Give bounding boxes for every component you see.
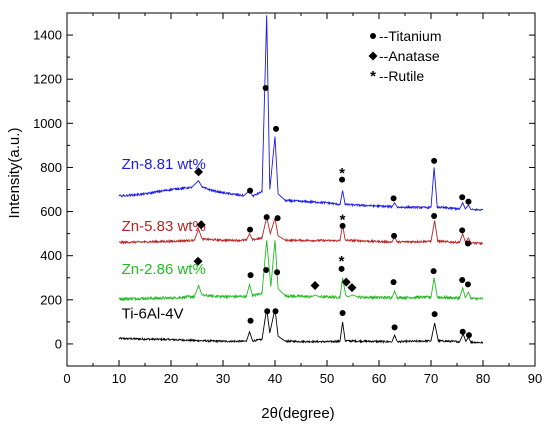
x-tick-label: 30 bbox=[216, 371, 230, 386]
legend-entry-label: --Titanium bbox=[379, 28, 442, 44]
legend-asterisk-icon: * bbox=[370, 68, 376, 85]
peak-marker-circle bbox=[459, 276, 466, 283]
y-tick-label: 600 bbox=[40, 204, 62, 219]
peak-marker-circle bbox=[431, 157, 438, 164]
peak-marker-circle bbox=[459, 227, 466, 234]
x-tick-label: 40 bbox=[268, 371, 282, 386]
peak-marker-circle bbox=[391, 324, 398, 331]
y-axis-label: Intensity(a.u.) bbox=[6, 128, 23, 219]
series-label-3: Zn-5.83 wt% bbox=[122, 218, 206, 235]
x-tick-label: 90 bbox=[528, 371, 542, 386]
x-tick-label: 10 bbox=[112, 371, 126, 386]
peak-marker-circle bbox=[465, 332, 472, 339]
peak-marker-diamond bbox=[341, 277, 351, 287]
y-tick-label: 0 bbox=[55, 336, 62, 351]
peak-marker-circle bbox=[247, 187, 254, 194]
peak-marker-circle bbox=[247, 272, 254, 279]
peak-marker-circle bbox=[339, 310, 346, 317]
x-tick-label: 20 bbox=[164, 371, 178, 386]
x-tick-label: 80 bbox=[476, 371, 490, 386]
series-line-1 bbox=[118, 308, 484, 345]
peak-marker-circle bbox=[431, 212, 438, 219]
peak-marker-circle bbox=[262, 85, 269, 92]
y-tick-label: 200 bbox=[40, 292, 62, 307]
legend-diamond-icon bbox=[368, 51, 378, 61]
peak-marker-layer: * * * bbox=[193, 85, 472, 339]
axes: 0 10 20 30 40 50 60 70 80 90 0 200 400 600 800 1000 1200… bbox=[33, 12, 542, 386]
peak-marker-circle bbox=[390, 195, 397, 202]
peak-marker-circle bbox=[274, 215, 281, 222]
peak-marker-circle bbox=[465, 198, 472, 205]
legend-circle-icon bbox=[370, 33, 376, 39]
peak-marker-circle bbox=[464, 240, 471, 247]
peak-marker-asterisk: * bbox=[340, 211, 346, 228]
series-label-1: Ti-6Al-4V bbox=[122, 306, 184, 323]
peak-marker-circle bbox=[459, 328, 466, 335]
x-tick-label: 70 bbox=[424, 371, 438, 386]
peak-marker-diamond bbox=[347, 283, 357, 293]
peak-marker-asterisk: * bbox=[339, 165, 345, 182]
legend-entry-label: --Rutile bbox=[379, 68, 424, 84]
peak-marker-circle bbox=[263, 267, 270, 274]
peak-marker-circle bbox=[430, 268, 437, 275]
peak-marker-diamond bbox=[196, 220, 206, 230]
y-tick-label: 1200 bbox=[33, 72, 62, 87]
peak-marker-diamond bbox=[310, 280, 320, 290]
peak-marker-circle bbox=[263, 214, 270, 221]
series-line-3 bbox=[118, 216, 484, 246]
x-tick-label: 50 bbox=[320, 371, 334, 386]
peak-marker-circle bbox=[390, 279, 397, 286]
peak-marker-diamond bbox=[193, 256, 203, 266]
peak-marker-circle bbox=[339, 176, 346, 183]
peak-marker-circle bbox=[391, 232, 398, 239]
peak-marker-circle bbox=[339, 222, 346, 229]
y-tick-label: 400 bbox=[40, 248, 62, 263]
x-tick-label: 0 bbox=[63, 371, 70, 386]
y-tick-label: 1400 bbox=[33, 28, 62, 43]
x-tick-label: 60 bbox=[372, 371, 386, 386]
series-line-2 bbox=[118, 240, 484, 302]
peak-marker-circle bbox=[247, 317, 254, 324]
peak-marker-circle bbox=[338, 265, 345, 272]
peak-marker-circle bbox=[272, 308, 279, 315]
legend: --Titanium --Anatase* --Rutile bbox=[368, 28, 442, 85]
y-tick-label: 800 bbox=[40, 160, 62, 175]
x-axis-label: 2θ(degree) bbox=[261, 405, 334, 422]
peak-marker-circle bbox=[431, 311, 438, 318]
peak-marker-asterisk: * bbox=[339, 253, 345, 270]
series-label-2: Zn-2.86 wt% bbox=[122, 261, 206, 278]
peak-marker-circle bbox=[264, 308, 271, 315]
peak-marker-circle bbox=[274, 269, 281, 276]
y-tick-label: 1000 bbox=[33, 116, 62, 131]
series-label-4: Zn-8.81 wt% bbox=[122, 156, 206, 173]
series-label-layer: Ti-6Al-4V Zn-2.86 wt% Zn-5.83 wt% Zn-8.81 w… bbox=[122, 156, 206, 322]
peak-marker-diamond bbox=[194, 167, 204, 177]
peak-marker-circle bbox=[273, 125, 280, 132]
series-layer bbox=[118, 15, 484, 345]
legend-entry-label: --Anatase bbox=[379, 48, 440, 64]
peak-marker-circle bbox=[459, 194, 466, 201]
peak-marker-circle bbox=[464, 281, 471, 288]
series-line-4 bbox=[118, 15, 484, 212]
peak-marker-circle bbox=[247, 226, 254, 233]
